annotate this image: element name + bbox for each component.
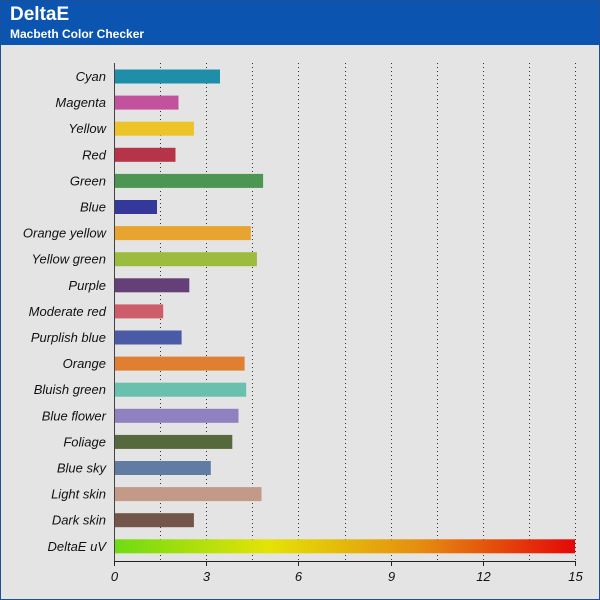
category-label: Purplish blue: [31, 330, 106, 345]
bar: [115, 539, 575, 554]
category-label: Magenta: [55, 95, 106, 110]
bar: [115, 173, 264, 188]
category-label: Bluish green: [34, 382, 106, 397]
category-label: Blue flower: [42, 408, 107, 423]
category-label: DeltaE uV: [47, 539, 107, 554]
category-label: Cyan: [76, 69, 106, 84]
category-label: Yellow green: [32, 252, 106, 267]
category-label: Blue sky: [57, 461, 108, 476]
bar: [115, 513, 194, 528]
category-label: Orange yellow: [23, 226, 108, 241]
bar: [115, 304, 164, 319]
bar: [115, 356, 245, 371]
bar: [115, 461, 211, 475]
bar: [115, 121, 194, 136]
chart-subtitle: Macbeth Color Checker: [10, 27, 145, 41]
bar: [115, 330, 182, 345]
x-tick-label: 3: [203, 569, 211, 584]
grid: [114, 63, 576, 561]
category-label: Light skin: [51, 487, 106, 502]
bar: [115, 434, 233, 449]
bar: [115, 278, 190, 293]
bars: [115, 69, 575, 554]
category-label: Green: [70, 173, 106, 188]
x-tick-label: 6: [295, 569, 303, 584]
category-label: Foliage: [63, 434, 106, 449]
bar: [115, 487, 262, 502]
bar: [115, 69, 220, 84]
bar: [115, 252, 257, 267]
category-label: Moderate red: [29, 304, 107, 319]
category-label: Red: [82, 147, 107, 162]
x-tick-label: 9: [388, 569, 395, 584]
category-labels: Cyan Magenta Yellow Red Green Blue Orange yell…: [23, 69, 108, 554]
category-label: Blue: [80, 200, 106, 215]
category-label: Yellow: [68, 121, 107, 136]
x-axis: 0 3 6 9 12 15: [111, 561, 583, 584]
category-label: Orange: [63, 356, 106, 371]
bar: [115, 147, 176, 162]
bar: [115, 226, 251, 241]
x-tick-label: 12: [476, 569, 491, 584]
bar: [115, 382, 247, 397]
chart-title: DeltaE: [10, 4, 70, 25]
category-label: Dark skin: [52, 513, 106, 528]
bar: [115, 200, 157, 214]
x-tick-label: 15: [568, 569, 583, 584]
chart-header: DeltaE Macbeth Color Checker: [1, 1, 599, 45]
x-tick-label: 0: [111, 569, 119, 584]
category-label: Purple: [68, 278, 106, 293]
bar: [115, 95, 179, 110]
bar: [115, 408, 239, 423]
